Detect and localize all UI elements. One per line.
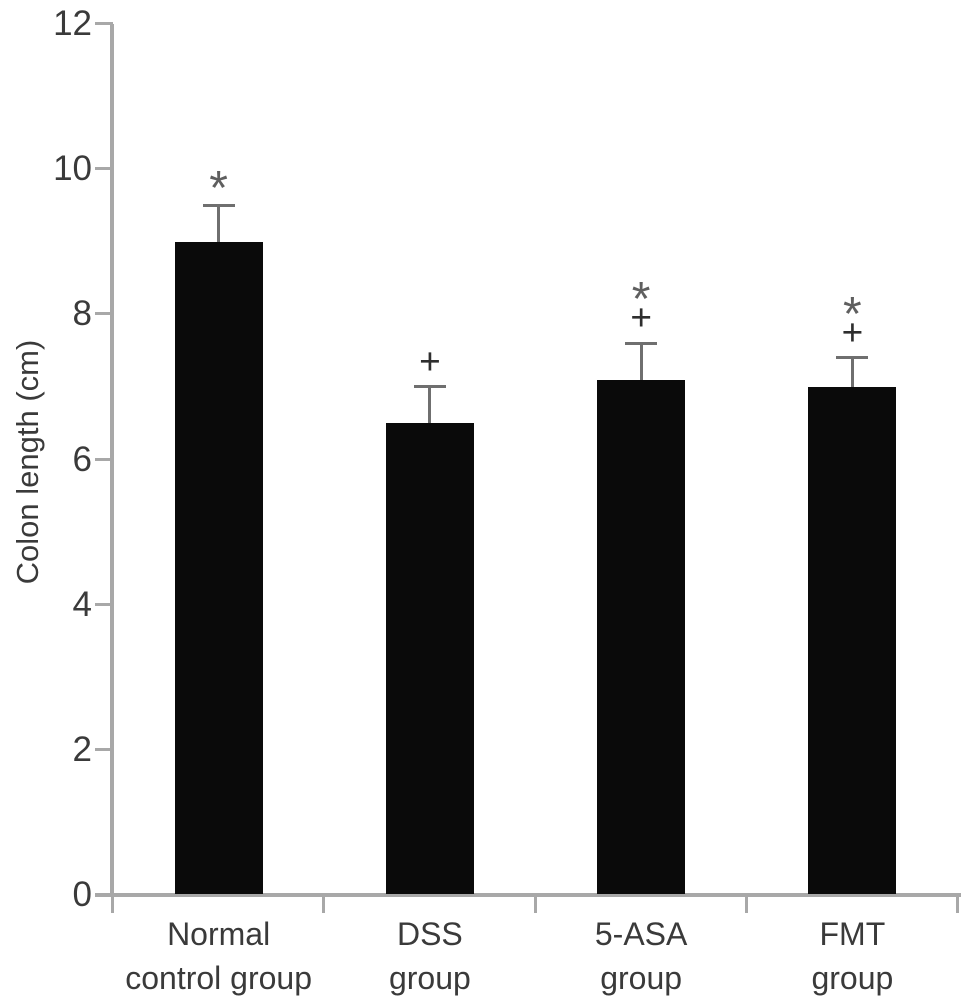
x-tick-mark bbox=[533, 893, 537, 913]
error-bar-whisker bbox=[850, 357, 854, 393]
category-label-line: DSS bbox=[396, 916, 463, 952]
error-bar-whisker bbox=[639, 343, 643, 386]
significance-asterisk: * bbox=[209, 162, 228, 216]
y-tick-label: 2 bbox=[72, 729, 92, 769]
category-label: 5-ASA group bbox=[526, 912, 756, 1000]
x-tick-mark bbox=[956, 893, 959, 913]
y-tick-mark bbox=[95, 747, 113, 751]
significance-asterisk: * bbox=[843, 287, 862, 341]
category-label-line: Normal bbox=[167, 916, 271, 952]
category-label-line: group bbox=[600, 960, 683, 996]
x-tick-mark bbox=[744, 893, 748, 913]
y-axis bbox=[110, 24, 114, 897]
error-bar-whisker bbox=[217, 205, 221, 248]
y-tick-mark bbox=[95, 893, 113, 896]
category-label: DSS group bbox=[315, 912, 545, 1000]
y-tick-label: 4 bbox=[72, 584, 92, 624]
x-tick-mark bbox=[322, 893, 326, 913]
y-tick-label: 12 bbox=[53, 4, 92, 43]
significance-asterisk: * bbox=[631, 273, 651, 327]
category-label-line: group bbox=[388, 960, 471, 996]
significance-plus: + bbox=[630, 297, 652, 339]
error-bar-cap bbox=[625, 341, 658, 345]
y-tick-label: 8 bbox=[72, 294, 92, 334]
category-label-line: group bbox=[811, 960, 894, 996]
y-tick-mark bbox=[95, 602, 113, 606]
y-tick-mark bbox=[95, 22, 113, 25]
category-label-line: 5-ASA bbox=[594, 916, 688, 952]
significance-plus: + bbox=[841, 311, 864, 353]
category-label: FMT group bbox=[737, 912, 967, 1000]
y-tick-label: 10 bbox=[53, 149, 92, 189]
x-axis bbox=[95, 893, 961, 897]
y-tick-label: 0 bbox=[72, 875, 92, 914]
y-tick-mark bbox=[95, 312, 113, 316]
error-bar-cap bbox=[413, 385, 446, 389]
significance-plus: + bbox=[419, 340, 441, 382]
bar-normal-control-group bbox=[174, 241, 263, 894]
error-bar-cap bbox=[836, 356, 869, 360]
category-label: Normal control group bbox=[104, 912, 334, 1000]
y-tick-mark bbox=[95, 167, 113, 171]
x-tick-mark bbox=[111, 893, 114, 913]
error-bar-cap bbox=[202, 203, 235, 207]
y-tick-mark bbox=[95, 457, 113, 461]
y-tick-label: 6 bbox=[72, 439, 92, 479]
bar-dss-group bbox=[385, 423, 474, 894]
category-label-line: FMT bbox=[819, 916, 886, 952]
category-label-line: control group bbox=[125, 960, 313, 996]
bar-fmt-group bbox=[808, 386, 897, 894]
error-bar-whisker bbox=[428, 386, 432, 430]
bar-5-asa-group bbox=[597, 379, 686, 894]
